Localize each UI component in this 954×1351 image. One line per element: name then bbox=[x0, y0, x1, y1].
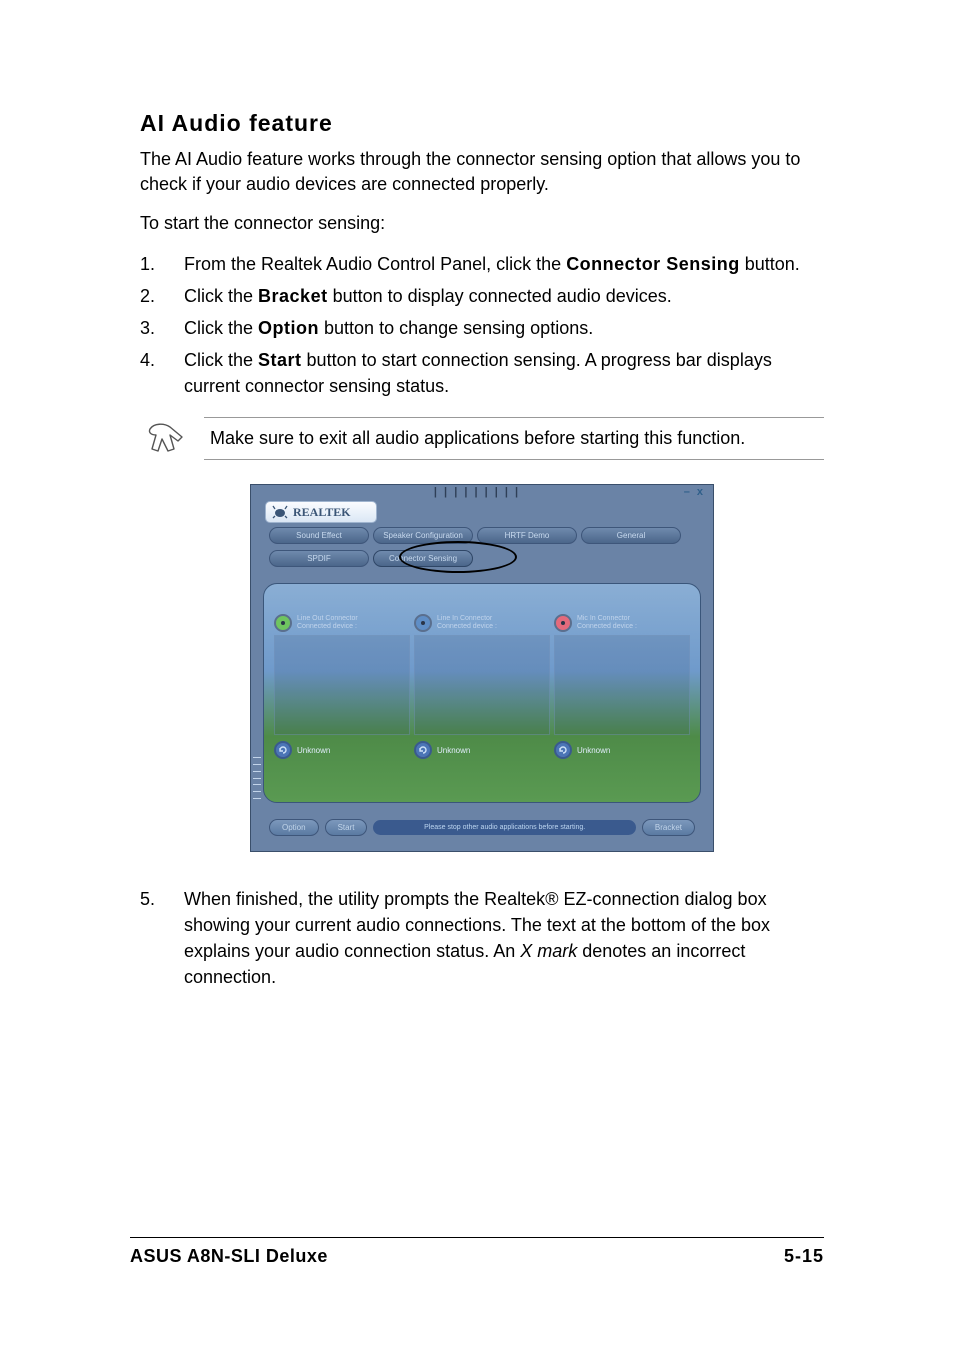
step-text: When finished, the utility prompts the R… bbox=[184, 889, 545, 909]
note-block: Make sure to exit all audio applications… bbox=[144, 417, 824, 460]
refresh-icon[interactable] bbox=[414, 741, 432, 759]
titlebar-grip-icon: | | | | | | | | | bbox=[434, 486, 520, 498]
step-text: Click the bbox=[184, 286, 258, 306]
jack-green-icon bbox=[274, 614, 292, 632]
step-number: 2. bbox=[140, 283, 184, 309]
connector-sub: Connected device : bbox=[577, 623, 690, 631]
step-text: button to change sensing options. bbox=[319, 318, 593, 338]
window-control-buttons[interactable]: – x bbox=[684, 486, 705, 498]
connector-device-box bbox=[554, 635, 690, 735]
refresh-icon[interactable] bbox=[554, 741, 572, 759]
connector-status: Unknown bbox=[577, 746, 610, 755]
realtek-crab-icon bbox=[272, 505, 288, 519]
step-3: 3. Click the Option button to change sen… bbox=[140, 315, 824, 341]
option-button[interactable]: Option bbox=[269, 819, 319, 836]
connector-column-linein: Line In Connector Connected device : Unk… bbox=[414, 614, 550, 792]
bottom-button-row: Option Start Please stop other audio app… bbox=[269, 813, 695, 841]
connector-column-lineout: Line Out Connector Connected device : Un… bbox=[274, 614, 410, 792]
step-5: 5. When finished, the utility prompts th… bbox=[140, 886, 824, 990]
step-text: From the Realtek Audio Control Panel, cl… bbox=[184, 254, 566, 274]
connector-device-box bbox=[414, 635, 550, 735]
step-4: 4. Click the Start button to start conne… bbox=[140, 347, 824, 399]
step-italic: X mark bbox=[520, 941, 577, 961]
connector-column-micin: Mic In Connector Connected device : Unkn… bbox=[554, 614, 690, 792]
steps-list-cont: 5. When finished, the utility prompts th… bbox=[140, 886, 824, 990]
start-button[interactable]: Start bbox=[325, 819, 368, 836]
connector-device-box bbox=[274, 635, 410, 735]
tab-general[interactable]: General bbox=[581, 527, 681, 544]
tab-spdif[interactable]: SPDIF bbox=[269, 550, 369, 567]
refresh-icon[interactable] bbox=[274, 741, 292, 759]
section-heading: AI Audio feature bbox=[140, 110, 824, 137]
lead-sentence: To start the connector sensing: bbox=[140, 211, 824, 236]
step-bold: Connector Sensing bbox=[566, 254, 740, 274]
tab-hrtf-demo[interactable]: HRTF Demo bbox=[477, 527, 577, 544]
step-bold: Bracket bbox=[258, 286, 328, 306]
left-ruler-icon bbox=[253, 757, 261, 799]
connector-sub: Connected device : bbox=[297, 623, 410, 631]
step-1: 1. From the Realtek Audio Control Panel,… bbox=[140, 251, 824, 277]
jack-blue-icon bbox=[414, 614, 432, 632]
connector-status: Unknown bbox=[297, 746, 330, 755]
steps-list: 1. From the Realtek Audio Control Panel,… bbox=[140, 251, 824, 399]
step-number: 1. bbox=[140, 251, 184, 277]
intro-paragraph: The AI Audio feature works through the c… bbox=[140, 147, 824, 197]
connector-title: Line In Connector bbox=[437, 615, 550, 623]
note-hand-icon bbox=[144, 421, 188, 457]
connector-status: Unknown bbox=[437, 746, 470, 755]
step-text: Click the bbox=[184, 318, 258, 338]
bracket-button[interactable]: Bracket bbox=[642, 819, 695, 836]
step-bold: Start bbox=[258, 350, 302, 370]
realtek-panel-screenshot: | | | | | | | | | – x REALTEK Sound Effe… bbox=[250, 484, 714, 852]
annotation-oval bbox=[399, 541, 517, 573]
step-number: 4. bbox=[140, 347, 184, 399]
registered-mark: ® bbox=[545, 889, 558, 909]
step-2: 2. Click the Bracket button to display c… bbox=[140, 283, 824, 309]
footer-product: ASUS A8N-SLI Deluxe bbox=[130, 1246, 328, 1267]
page-footer: ASUS A8N-SLI Deluxe 5-15 bbox=[130, 1237, 824, 1267]
brand-label: REALTEK bbox=[293, 505, 351, 520]
note-text: Make sure to exit all audio applications… bbox=[204, 417, 824, 460]
realtek-logo-tab: REALTEK bbox=[265, 501, 377, 523]
step-text: Click the bbox=[184, 350, 258, 370]
step-text: button. bbox=[740, 254, 800, 274]
connector-title: Line Out Connector bbox=[297, 615, 410, 623]
footer-page-number: 5-15 bbox=[784, 1246, 824, 1267]
connector-sub: Connected device : bbox=[437, 623, 550, 631]
step-text: button to display connected audio device… bbox=[328, 286, 672, 306]
hint-bar: Please stop other audio applications bef… bbox=[373, 820, 635, 835]
step-number: 5. bbox=[140, 886, 184, 990]
window-titlebar: | | | | | | | | | – x bbox=[251, 485, 713, 499]
step-bold: Option bbox=[258, 318, 319, 338]
jack-pink-icon bbox=[554, 614, 572, 632]
connector-title: Mic In Connector bbox=[577, 615, 690, 623]
connector-panel: Line Out Connector Connected device : Un… bbox=[263, 583, 701, 803]
tab-sound-effect[interactable]: Sound Effect bbox=[269, 527, 369, 544]
step-number: 3. bbox=[140, 315, 184, 341]
